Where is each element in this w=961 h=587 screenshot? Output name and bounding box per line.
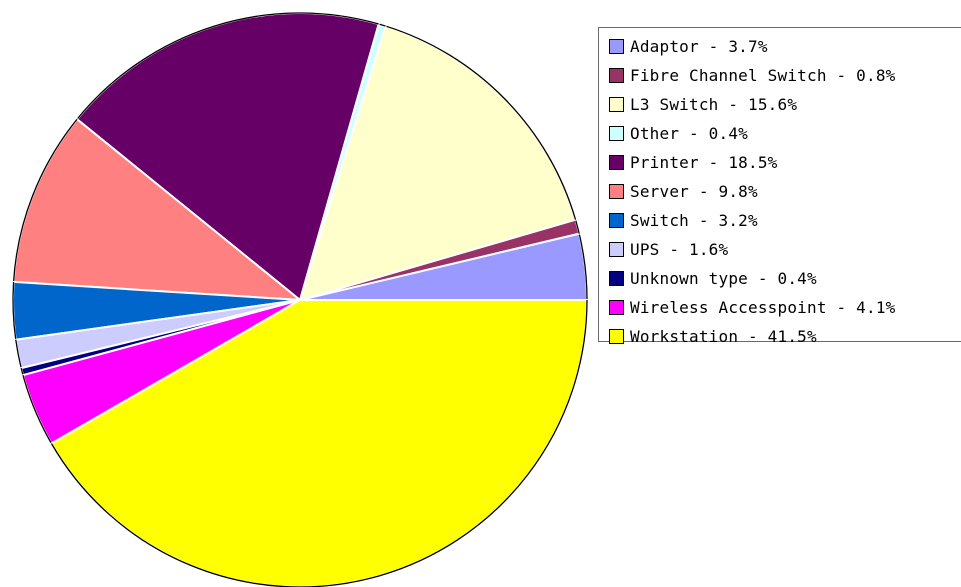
pie-slice-edge-wireless-accesspoint	[22, 374, 53, 444]
legend-item-workstation: Workstation - 41.5%	[609, 322, 961, 351]
legend-item-server: Server - 9.8%	[609, 177, 961, 206]
legend-label-adaptor: Adaptor - 3.7%	[630, 37, 768, 56]
legend-item-l3-switch: L3 Switch - 15.6%	[609, 90, 961, 119]
pie-slices	[12, 12, 588, 587]
legend-swatch-other	[609, 126, 624, 141]
legend-swatch-l3-switch	[609, 97, 624, 112]
pie-slice-edge-adaptor	[578, 233, 588, 301]
legend-label-other: Other - 0.4%	[630, 124, 748, 143]
legend-item-adaptor: Adaptor - 3.7%	[609, 32, 961, 61]
legend-label-ups: UPS - 1.6%	[630, 240, 729, 259]
legend-label-switch: Switch - 3.2%	[630, 211, 758, 230]
legend-swatch-switch	[609, 213, 624, 228]
pie-slice-edge-printer	[76, 12, 379, 120]
legend-item-fibre-channel-switch: Fibre Channel Switch - 0.8%	[609, 61, 961, 90]
legend-item-wireless-accesspoint: Wireless Accesspoint - 4.1%	[609, 293, 961, 322]
legend-item-ups: UPS - 1.6%	[609, 235, 961, 264]
pie-slice-edge-server	[12, 118, 78, 282]
chart-legend: Adaptor - 3.7% Fibre Channel Switch - 0.…	[598, 27, 961, 346]
legend-swatch-server	[609, 184, 624, 199]
legend-swatch-unknown-type	[609, 271, 624, 286]
legend-label-unknown-type: Unknown type - 0.4%	[630, 269, 817, 288]
legend-item-other: Other - 0.4%	[609, 119, 961, 148]
pie-slice-edge-workstation	[50, 299, 588, 587]
pie-slice-edge-l3-switch	[385, 25, 577, 220]
legend-swatch-workstation	[609, 329, 624, 344]
legend-label-fibre-channel-switch: Fibre Channel Switch - 0.8%	[630, 66, 896, 85]
legend-item-switch: Switch - 3.2%	[609, 206, 961, 235]
pie-slice-edge-switch	[12, 281, 17, 340]
legend-swatch-adaptor	[609, 39, 624, 54]
legend-label-wireless-accesspoint: Wireless Accesspoint - 4.1%	[630, 298, 896, 317]
legend-item-printer: Printer - 18.5%	[609, 148, 961, 177]
legend-swatch-fibre-channel-switch	[609, 68, 624, 83]
legend-item-unknown-type: Unknown type - 0.4%	[609, 264, 961, 293]
legend-label-printer: Printer - 18.5%	[630, 153, 778, 172]
legend-swatch-printer	[609, 155, 624, 170]
legend-swatch-ups	[609, 242, 624, 257]
legend-swatch-wireless-accesspoint	[609, 300, 624, 315]
legend-label-l3-switch: L3 Switch - 15.6%	[630, 95, 798, 114]
legend-label-server: Server - 9.8%	[630, 182, 758, 201]
legend-label-workstation: Workstation - 41.5%	[630, 327, 817, 346]
